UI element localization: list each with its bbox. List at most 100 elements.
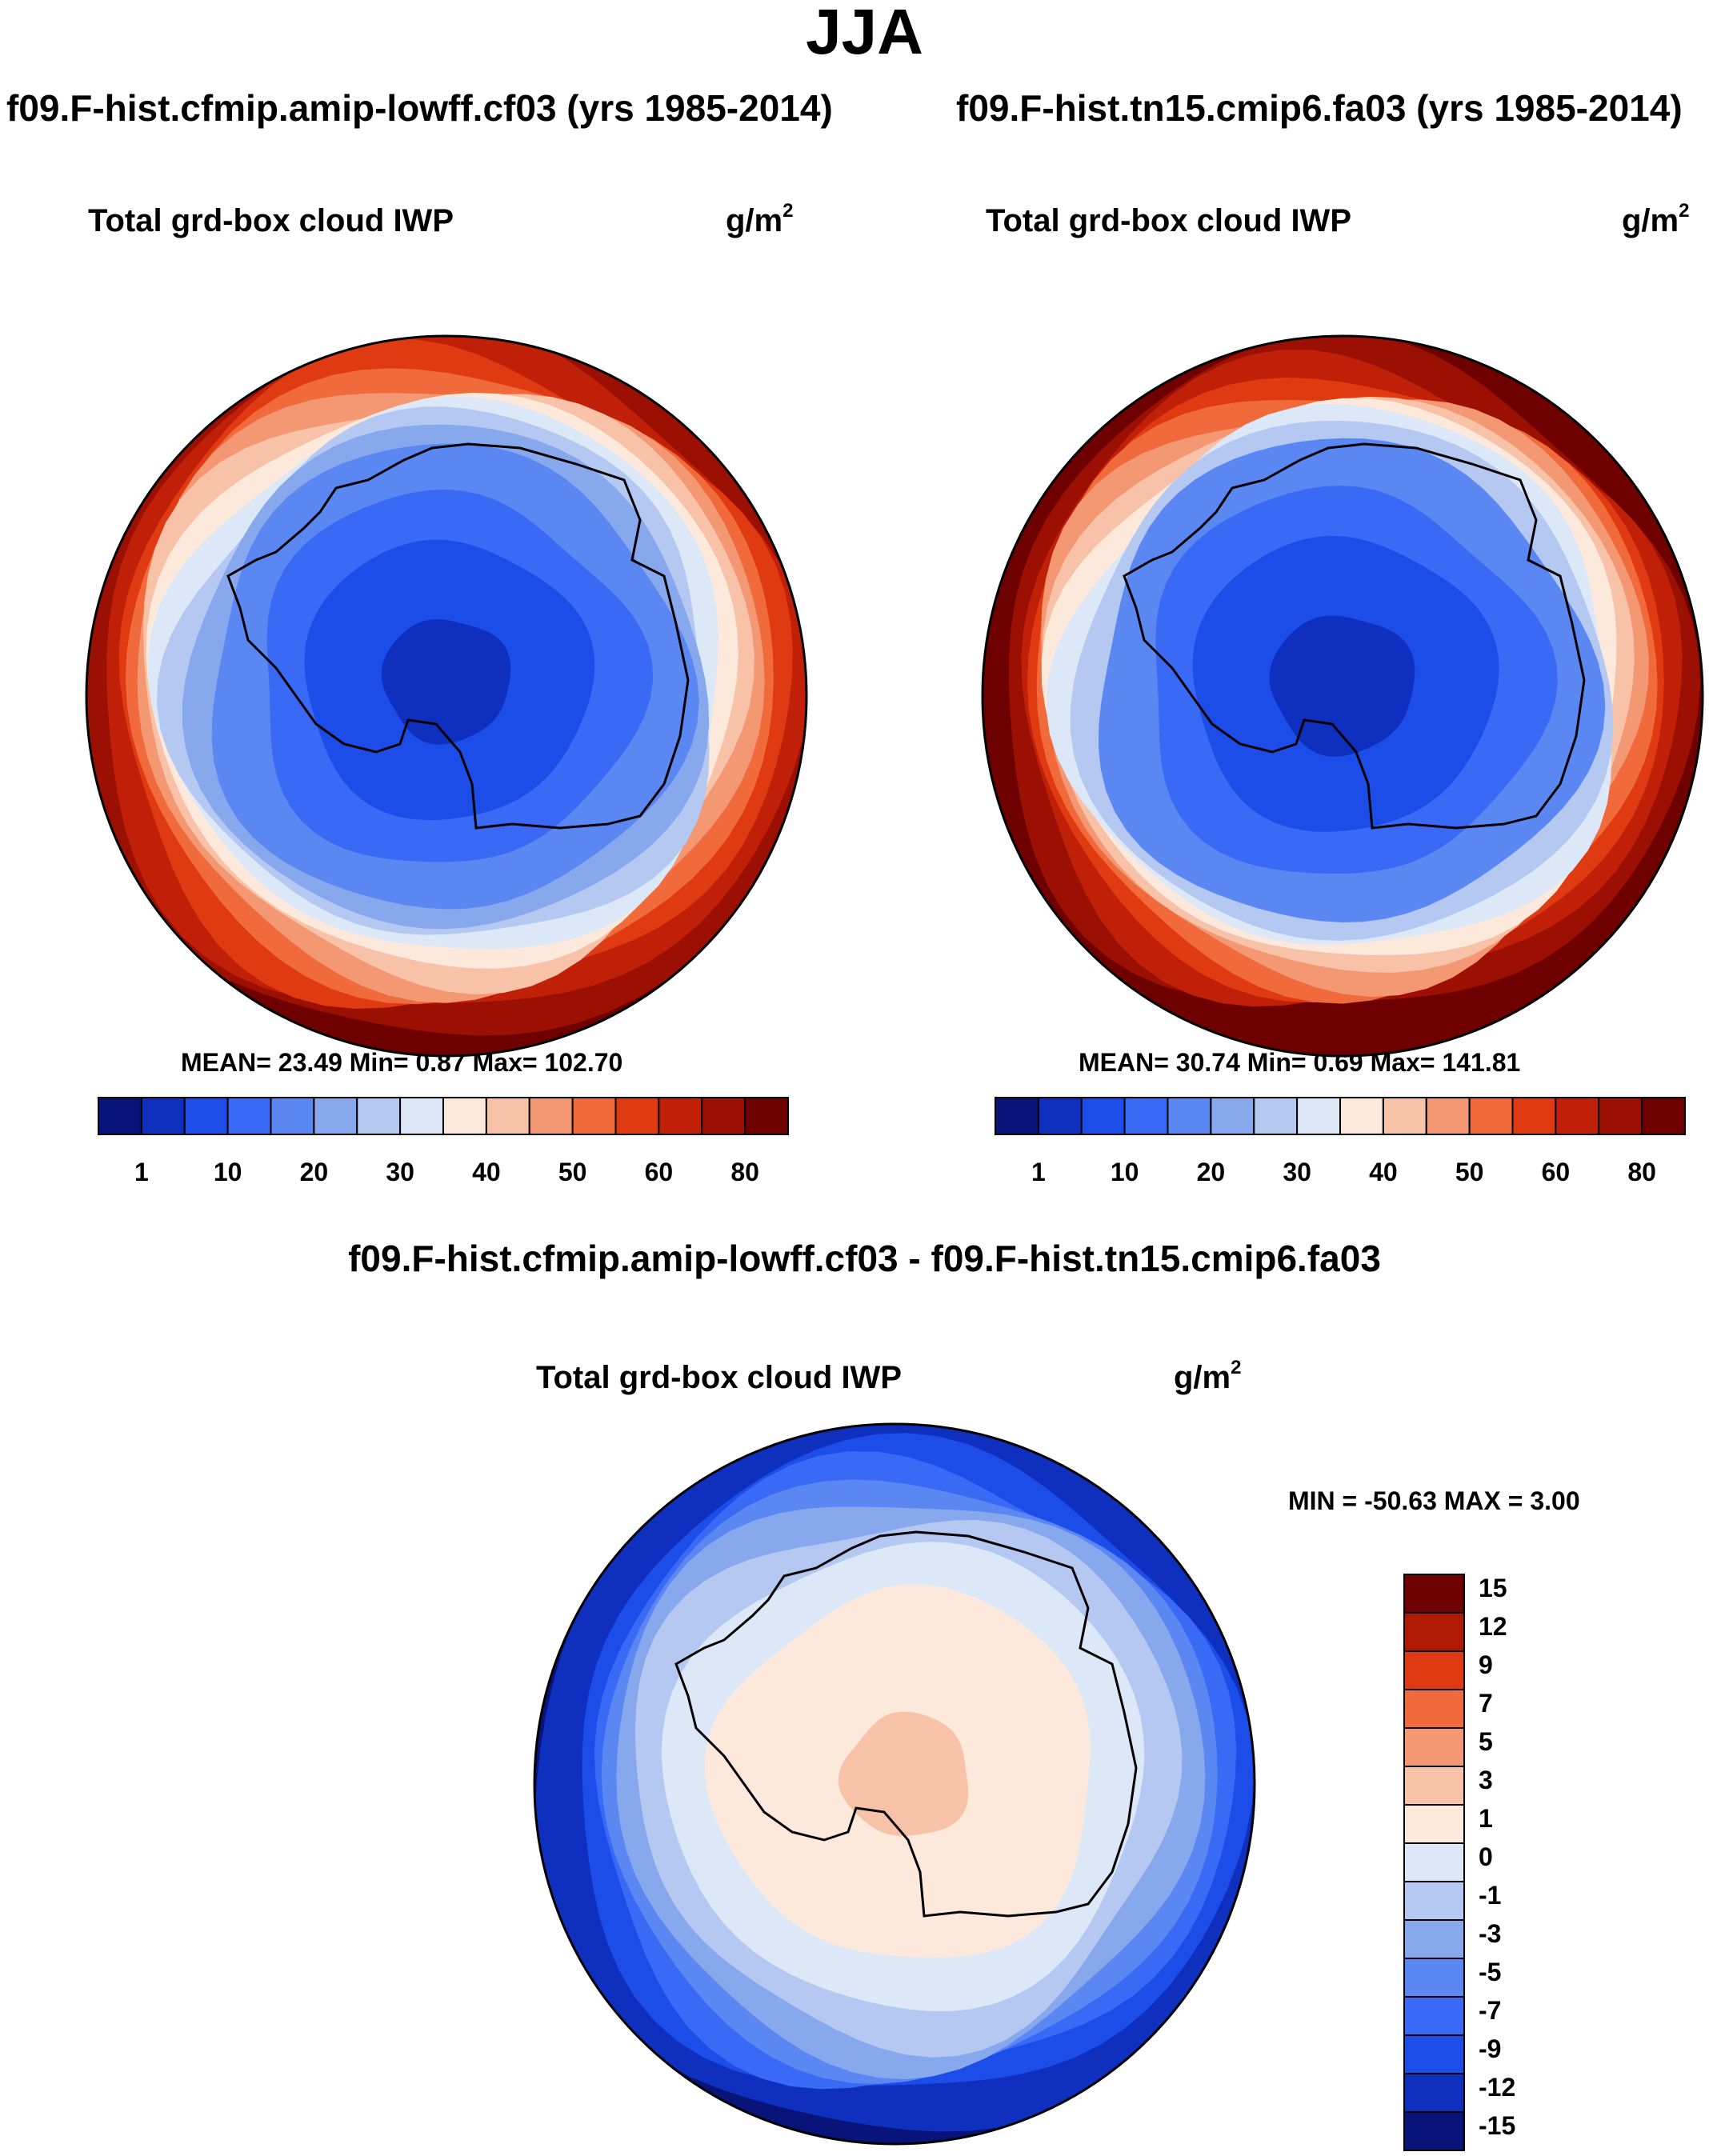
cb1-tick-label: 40 xyxy=(472,1158,501,1186)
map-right xyxy=(983,336,1703,1056)
map-difference-contour-band xyxy=(838,1711,969,1836)
cb2-swatch xyxy=(1598,1097,1643,1135)
m1-rings xyxy=(86,336,806,1036)
colorbar-difference-swatch xyxy=(1403,1727,1465,1767)
colorbar-difference-swatch xyxy=(1403,1650,1465,1690)
colorbar-difference-tick-label: 7 xyxy=(1479,1689,1493,1718)
cb2-swatch xyxy=(1167,1097,1212,1135)
colorbar-difference-tick-label: -9 xyxy=(1479,2034,1501,2063)
cb1-swatch xyxy=(140,1097,186,1135)
m2-rings xyxy=(983,336,1703,1040)
cb2-tick-label: 80 xyxy=(1627,1158,1656,1186)
colorbar-difference-swatch xyxy=(1403,1996,1465,2036)
panel-right-units: g/m2 xyxy=(1622,200,1690,239)
map-right-contour-band xyxy=(1269,615,1415,757)
colorbar-difference-swatch xyxy=(1403,1689,1465,1729)
colorbar-difference-tick-label: 12 xyxy=(1479,1612,1507,1641)
cb2-swatch xyxy=(1641,1097,1686,1135)
colorbar-difference-tick-label: -12 xyxy=(1479,2073,1515,2102)
colorbar-right: 1 10 20 30 40 50 60 80 xyxy=(995,1097,1686,1186)
colorbar-difference-swatch xyxy=(1403,1842,1465,1882)
colorbar-difference-swatch xyxy=(1403,2111,1465,2151)
cb2-swatch xyxy=(1468,1097,1514,1135)
panel-left-variable: Total grd-box cloud IWP xyxy=(88,203,454,238)
colorbar-difference-tick-label: 3 xyxy=(1479,1766,1493,1794)
cb2-tick-label: 50 xyxy=(1455,1158,1484,1186)
cb2-swatch xyxy=(1210,1097,1255,1135)
panel-left-units: g/m2 xyxy=(726,200,794,239)
cb1-swatch xyxy=(356,1097,402,1135)
cb1-tick-label: 80 xyxy=(730,1158,759,1186)
cb1-swatch xyxy=(614,1097,660,1135)
colorbar-difference-swatch xyxy=(1403,2073,1465,2113)
difference-units: g/m2 xyxy=(1174,1357,1242,1396)
difference-stats: MIN = -50.63 MAX = 3.00 xyxy=(1288,1486,1580,1515)
map-difference xyxy=(534,1424,1255,2144)
cb1-swatch xyxy=(313,1097,358,1135)
panel-right-title: f09.F-hist.tn15.cmip6.fa03 (yrs 1985-201… xyxy=(956,87,1683,129)
colorbar-difference-tick-label: 9 xyxy=(1479,1650,1493,1679)
cb1-tick-label: 60 xyxy=(645,1158,674,1186)
coastline-right xyxy=(1123,442,1586,830)
cb1-tick-label: 30 xyxy=(386,1158,414,1186)
cb1-swatch xyxy=(571,1097,617,1135)
colorbar-difference-swatch xyxy=(1403,1766,1465,1806)
cb1-swatch xyxy=(442,1097,487,1135)
cb2-tick-label: 30 xyxy=(1283,1158,1311,1186)
colorbar-difference-tick-label: -1 xyxy=(1479,1881,1501,1910)
map-left-boundary xyxy=(85,334,808,1058)
cb1-swatch xyxy=(485,1097,530,1135)
cb1-swatch xyxy=(183,1097,229,1135)
colorbar-difference-tick-label: -7 xyxy=(1479,1996,1501,2025)
colorbar-difference-tick-label: -3 xyxy=(1479,1919,1501,1948)
difference-variable: Total grd-box cloud IWP xyxy=(536,1360,902,1395)
colorbar-difference-swatch xyxy=(1403,1881,1465,1921)
difference-title: f09.F-hist.cfmip.amip-lowff.cf03 - f09.F… xyxy=(348,1238,1381,1279)
colorbar-difference-swatch xyxy=(1403,1574,1465,1614)
cb2-swatch xyxy=(1382,1097,1427,1135)
map-left xyxy=(86,336,806,1056)
colorbar-difference-tick-label: -15 xyxy=(1479,2111,1515,2140)
colorbar-difference-tick-label: 0 xyxy=(1479,1842,1493,1871)
cb1-tick-label: 50 xyxy=(558,1158,587,1186)
cb1-swatch xyxy=(270,1097,315,1135)
cb2-tick-label: 1 xyxy=(1031,1158,1046,1186)
cb2-swatch xyxy=(1425,1097,1471,1135)
cb2-swatch xyxy=(1339,1097,1384,1135)
cb1-swatch xyxy=(98,1097,142,1135)
colorbar-difference: 15 12 9 7 5 3 1 0 -1 -3 -5 -7 -9 -12 -15 xyxy=(1403,1574,1515,2151)
colorbar-difference-swatch xyxy=(1403,2034,1465,2074)
cb2-swatch xyxy=(1555,1097,1600,1135)
colorbar-difference-tick-label: 1 xyxy=(1479,1804,1493,1833)
cb2-swatch xyxy=(1511,1097,1557,1135)
colorbar-difference-tick-label: -5 xyxy=(1479,1958,1501,1986)
cb1-swatch xyxy=(658,1097,703,1135)
coastline-left xyxy=(226,442,690,830)
colorbar-difference-swatch xyxy=(1403,1804,1465,1844)
cb1-swatch xyxy=(399,1097,444,1135)
cb1-swatch xyxy=(744,1097,789,1135)
cb2-swatch xyxy=(1123,1097,1169,1135)
cb1-tick-label: 20 xyxy=(300,1158,329,1186)
cb2-swatch xyxy=(995,1097,1039,1135)
colorbar-difference-swatch xyxy=(1403,1958,1465,1998)
colorbar-left: 1 10 20 30 40 50 60 80 xyxy=(98,1097,789,1186)
panel-right-variable: Total grd-box cloud IWP xyxy=(986,203,1351,238)
map-left-contour-band xyxy=(381,619,511,745)
cb2-swatch xyxy=(1296,1097,1341,1135)
cb2-swatch xyxy=(1253,1097,1299,1135)
map-difference-boundary xyxy=(533,1422,1256,2146)
cb1-tick-label: 1 xyxy=(134,1158,149,1186)
colorbar-difference-swatch xyxy=(1403,1612,1465,1652)
cb2-tick-label: 60 xyxy=(1542,1158,1571,1186)
cb2-tick-label: 10 xyxy=(1111,1158,1139,1186)
cb2-tick-label: 40 xyxy=(1369,1158,1398,1186)
panel-left-title: f09.F-hist.cfmip.amip-lowff.cf03 (yrs 19… xyxy=(6,87,833,129)
colorbar-difference-tick-label: 5 xyxy=(1479,1727,1493,1756)
cb1-swatch xyxy=(226,1097,272,1135)
colorbar-difference-swatch xyxy=(1403,1919,1465,1959)
m3-rings xyxy=(534,1424,1255,2132)
coastline-difference xyxy=(674,1530,1138,1918)
figure-title: JJA xyxy=(806,0,923,67)
